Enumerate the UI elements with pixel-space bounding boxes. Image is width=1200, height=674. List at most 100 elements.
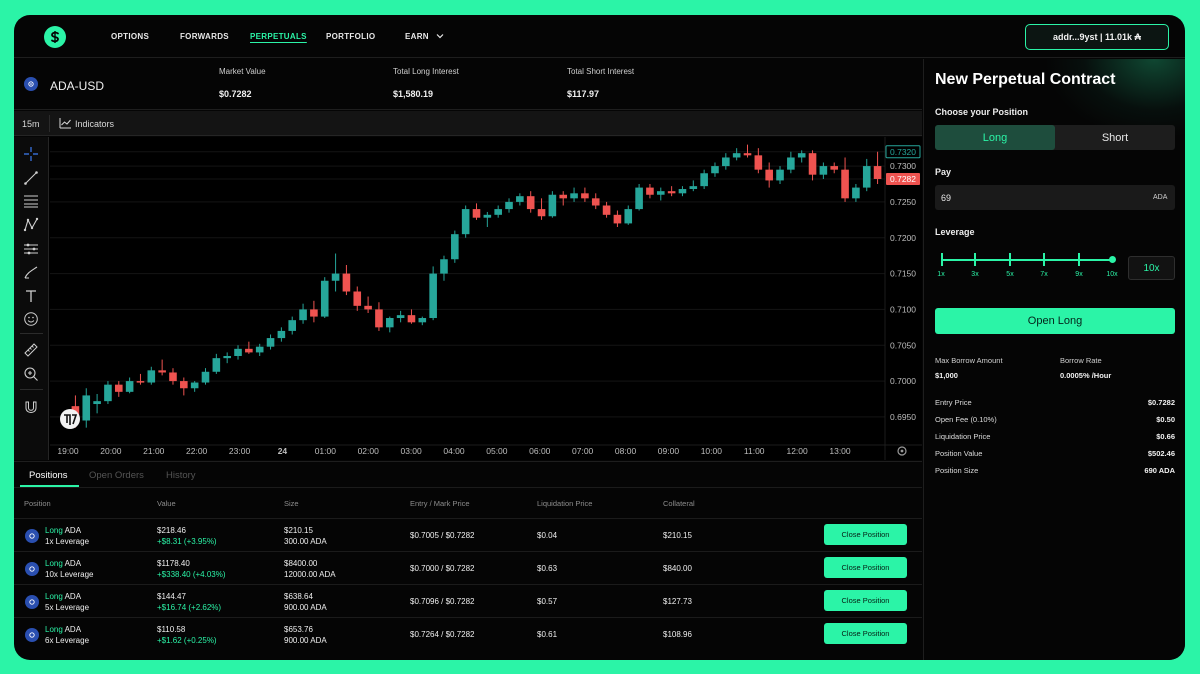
wallet-button[interactable]: addr...9yst | 11.01k ₳: [1025, 24, 1169, 50]
leverage-slider-handle[interactable]: [1109, 256, 1116, 263]
candle: [602, 205, 611, 215]
ruler-icon[interactable]: [23, 342, 39, 358]
size-usd: $210.15: [284, 526, 313, 535]
trend-line-icon[interactable]: [23, 170, 39, 186]
candle: [743, 153, 752, 156]
candle: [461, 209, 470, 235]
zoom-in-icon[interactable]: [23, 366, 39, 382]
text-tool-icon[interactable]: [23, 288, 39, 304]
table-row: Long ADA 1x Leverage $218.46 +$8.31 (+3.95…: [14, 518, 922, 551]
candle: [353, 291, 362, 306]
leverage-label: 1x Leverage: [45, 537, 90, 546]
size-cell: $8400.00 12000.00 ADA: [284, 558, 336, 580]
candle: [277, 330, 286, 339]
leverage-value-box[interactable]: 10x: [1128, 256, 1175, 280]
candle: [754, 155, 763, 170]
liquidation-cell: $0.63: [537, 564, 558, 573]
pattern-icon[interactable]: [23, 217, 39, 233]
high-price-tag: [885, 145, 921, 159]
close-position-button[interactable]: Close Position: [824, 524, 907, 545]
nav-earn[interactable]: EARN: [405, 32, 444, 41]
side-label: Long: [45, 625, 63, 634]
long-toggle-button[interactable]: Long: [935, 125, 1055, 150]
indicators-icon[interactable]: [59, 117, 72, 131]
candle: [732, 153, 741, 158]
interval-selector[interactable]: 15m: [22, 119, 40, 129]
short-interest-label: Total Short Interest: [567, 67, 635, 76]
long-interest-label: Total Long Interest: [393, 67, 459, 76]
entry-mark-cell: $0.7005 / $0.7282: [410, 531, 475, 540]
nav-portfolio[interactable]: PORTFOLIO: [326, 32, 376, 41]
panel-title: New Perpetual Contract: [935, 71, 1116, 88]
value-amount: $144.47: [157, 592, 186, 601]
detail-row: Entry Price $0.7282: [935, 398, 1175, 410]
tab-history[interactable]: History: [166, 470, 196, 481]
x-tick-label: 03:00: [400, 446, 422, 456]
choose-position-label: Choose your Position: [935, 107, 1029, 117]
logo-icon[interactable]: [44, 26, 66, 48]
x-tick-label: 08:00: [615, 446, 637, 456]
candle: [808, 153, 817, 175]
column-header-size: Size: [284, 499, 299, 508]
position-toggle: Long Short: [935, 125, 1175, 150]
y-tick-label: 0.7150: [890, 269, 916, 279]
candle: [537, 209, 546, 217]
candle: [429, 273, 437, 319]
collateral-cell: $108.96: [663, 630, 692, 639]
fib-retracement-icon[interactable]: [23, 193, 39, 209]
brush-icon[interactable]: [23, 264, 39, 280]
pnl-amount: +$338.40 (+4.03%): [157, 570, 226, 579]
candle: [342, 273, 351, 292]
candle: [212, 358, 221, 372]
x-tick-label: 02:00: [358, 446, 380, 456]
value-cell: $110.58 +$1.62 (+0.25%): [157, 624, 217, 646]
close-position-button[interactable]: Close Position: [824, 557, 907, 578]
detail-row: Liquidation Price $0.66: [935, 432, 1175, 444]
leverage-tick-label: 3x: [971, 271, 979, 278]
candle: [201, 371, 210, 383]
detail-label: Open Fee (0.10%): [935, 415, 997, 424]
prediction-icon[interactable]: [23, 241, 39, 257]
nav-perpetuals[interactable]: PERPETUALS: [250, 32, 307, 41]
chevron-down-icon: [436, 34, 444, 39]
close-position-button[interactable]: Close Position: [824, 623, 907, 644]
close-position-button[interactable]: Close Position: [824, 590, 907, 611]
candle: [776, 169, 784, 181]
emoji-icon[interactable]: [23, 311, 39, 327]
pay-input[interactable]: [935, 185, 1175, 210]
asset-label: ADA: [64, 526, 82, 535]
candle: [440, 259, 448, 274]
position-cell: Long ADA 1x Leverage: [45, 525, 89, 547]
asset-label: ADA: [64, 625, 82, 634]
pnl-amount: +$16.74 (+2.62%): [157, 603, 222, 612]
open-long-button[interactable]: Open Long: [935, 308, 1175, 334]
tabs-divider: [14, 487, 922, 488]
candle: [700, 173, 708, 187]
crosshair-icon[interactable]: [23, 146, 39, 162]
leverage-slider-track[interactable]: [941, 259, 1113, 261]
tab-positions[interactable]: Positions: [29, 470, 68, 481]
value-cell: $144.47 +$16.74 (+2.62%): [157, 591, 221, 613]
leverage-tick-label: 10x: [1106, 271, 1118, 278]
value-amount: $218.46: [157, 526, 186, 535]
market-value-label: Market Value: [219, 67, 266, 76]
nav-forwards[interactable]: FORWARDS: [180, 32, 229, 41]
borrow-rate-value: 0.0005% /Hour: [1060, 371, 1112, 380]
indicators-button[interactable]: Indicators: [75, 119, 115, 129]
y-tick-label: 0.7000: [890, 376, 916, 386]
tab-open-orders[interactable]: Open Orders: [89, 470, 144, 481]
candle: [136, 381, 145, 383]
magnet-icon[interactable]: [23, 399, 39, 415]
candle: [245, 348, 253, 353]
candle: [646, 187, 654, 195]
column-header-liquidation: Liquidation Price: [537, 499, 593, 508]
nav-options[interactable]: OPTIONS: [111, 32, 150, 41]
table-row: Long ADA 5x Leverage $144.47 +$16.74 (+2.6…: [14, 584, 922, 617]
nav-earn-label: EARN: [405, 32, 429, 41]
candlestick-chart[interactable]: 0.7300 0.7250 0.7200 0.7150 0.7100 0.7050 0.70…: [50, 137, 922, 460]
x-tick-label: 19:00: [57, 446, 79, 456]
candle: [591, 198, 600, 206]
short-toggle-button[interactable]: Short: [1055, 125, 1175, 150]
candle: [722, 157, 730, 167]
x-tick-label: 05:00: [486, 446, 508, 456]
